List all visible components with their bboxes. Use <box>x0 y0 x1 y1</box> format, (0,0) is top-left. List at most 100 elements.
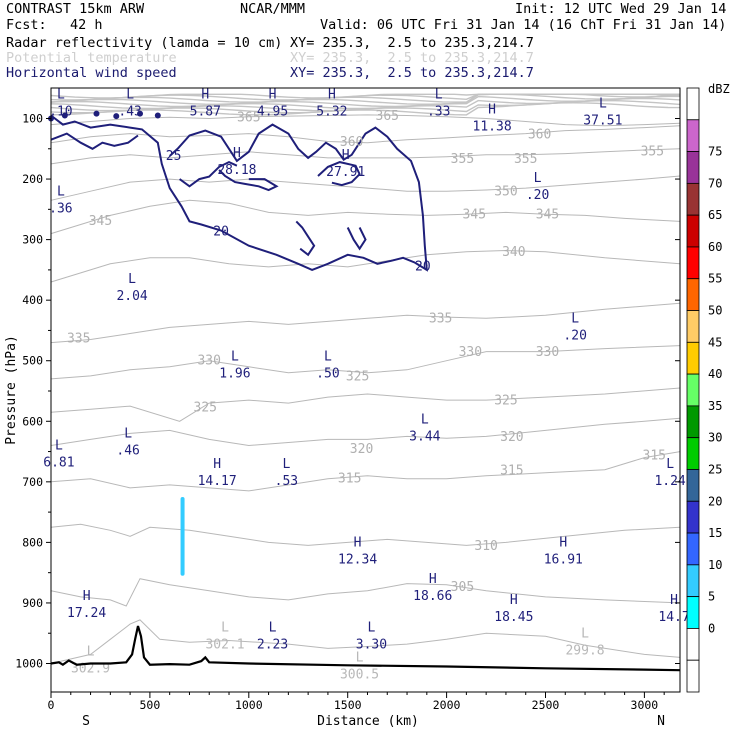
wind-contour-2 <box>179 160 238 188</box>
field-xy-reflectivity: XY= 235.3, 2.5 to 235.3,214.7 <box>290 35 534 51</box>
extremum-value: 3.44 <box>409 430 440 445</box>
extremum-letter: L <box>269 620 277 635</box>
extremum-value: 5.87 <box>190 104 221 119</box>
extremum-letter: H <box>429 572 437 587</box>
y-axis-label: Pressure (hPa) <box>4 335 19 445</box>
extremum-value: 14.7 <box>658 610 689 625</box>
extremum-value: 302.1 <box>205 637 244 652</box>
extremum-12: L 2.04 <box>116 272 147 304</box>
theta-label-18: 325 <box>194 401 217 416</box>
colorbar-cell-7 <box>686 310 700 343</box>
theta-label-0: 365 <box>237 111 260 126</box>
y-tick-label-5: 600 <box>22 414 43 428</box>
extremum-value: 28.18 <box>217 163 256 178</box>
extremum-4: H 5.32 <box>316 87 347 119</box>
forecast-label: Fcst: <box>6 17 47 33</box>
extrema-markers: L .10 L .43 H 5.87 H 4.95 H 5.32 L .33 H 11.38 L 37.51 H… <box>43 87 689 682</box>
extremum-letter: L <box>57 87 65 102</box>
field-xy-theta: XY= 235.3, 2.5 to 235.3,214.7 <box>290 50 534 66</box>
extremum-letter: L <box>581 626 589 641</box>
extremum-letter: L <box>599 96 607 111</box>
plot-frame <box>50 87 681 693</box>
theta-label-19: 325 <box>494 393 517 408</box>
extremum-value: 4.95 <box>257 104 288 119</box>
extremum-value: .46 <box>116 444 139 459</box>
colorbar-label-15: 70 <box>708 176 722 190</box>
wind-contour-dot-5 <box>154 112 161 119</box>
wind-contour-5 <box>295 220 316 257</box>
extremum-letter: L <box>128 272 136 287</box>
colorbar-cell-18 <box>686 659 700 693</box>
extremum-19: H 14.17 <box>198 457 237 489</box>
theta-label-7: 350 <box>494 185 517 200</box>
colorbar-cell-0 <box>686 87 700 121</box>
wind-label-0: 25 <box>166 149 182 164</box>
colorbar-cell-15 <box>686 564 700 598</box>
theta-line-10 <box>50 175 681 201</box>
wind-contour-1 <box>50 132 139 150</box>
extremum-value: 2.23 <box>257 637 288 652</box>
extremum-20: L .53 <box>275 457 298 489</box>
extremum-value: 17.24 <box>67 606 106 621</box>
extremum-8: H 28.18 <box>217 146 256 178</box>
theta-label-8: 345 <box>89 214 112 229</box>
extremum-value: .10 <box>49 104 72 119</box>
axes: 100 200 300 400 500 600 700 800 900 1000 0 500 1000 1… <box>4 112 680 729</box>
extremum-value: .33 <box>427 104 450 119</box>
colorbar-label-12: 55 <box>708 272 722 286</box>
extremum-value: 300.5 <box>340 668 379 683</box>
theta-line-1 <box>50 578 681 607</box>
theta-label-25: 310 <box>474 539 497 554</box>
reflectivity-shading <box>180 496 185 576</box>
extremum-letter: L <box>435 87 443 102</box>
extremum-14: L 1.96 <box>219 350 250 382</box>
y-tick-label-8: 900 <box>22 596 43 610</box>
colorbar-cell-10 <box>686 405 700 439</box>
extremum-value: 16.91 <box>544 553 583 568</box>
colorbar: dBZ 0 5 10 15 20 25 30 35 40 45 50 55 60 65 70 75 <box>686 82 730 693</box>
extremum-1: L .43 <box>118 87 141 119</box>
x-end-label-left: S <box>82 714 90 729</box>
reflectivity-cell <box>180 496 185 576</box>
extremum-letter: L <box>534 171 542 186</box>
wind-contour-dot-1 <box>61 112 68 119</box>
theta-band-line-4 <box>50 93 681 108</box>
theta-label-1: 365 <box>376 109 399 124</box>
colorbar-label-5: 20 <box>708 494 722 508</box>
theta-line-7 <box>50 302 681 344</box>
theta-line-0 <box>50 619 681 664</box>
extremum-letter: H <box>269 87 277 102</box>
colorbar-label-13: 60 <box>708 240 722 254</box>
extremum-value: .43 <box>118 104 141 119</box>
x-tick-label-1: 500 <box>140 698 161 712</box>
theta-line-6 <box>50 345 681 380</box>
extremum-value: .20 <box>563 328 586 343</box>
extremum-value: 37.51 <box>583 113 622 128</box>
theta-line-9 <box>50 199 681 235</box>
extremum-value: 14.17 <box>198 474 237 489</box>
extremum-letter: L <box>571 311 579 326</box>
theta-band-line-7 <box>50 99 681 114</box>
x-axis-label: Distance (km) <box>317 714 419 729</box>
wind-label-2: 20 <box>415 260 431 275</box>
extremum-letter: H <box>354 536 362 551</box>
colorbar-unit: dBZ <box>708 82 730 96</box>
colorbar-cell-11 <box>686 437 700 470</box>
extremum-value: 18.66 <box>413 589 452 604</box>
wind-contour-6 <box>346 227 367 251</box>
wind-contour-0 <box>50 114 428 272</box>
extremum-33: L 300.5 <box>340 651 379 683</box>
extremum-letter: L <box>57 184 65 199</box>
extremum-value: 1.24 <box>654 474 685 489</box>
extremum-letter: L <box>231 350 239 365</box>
y-tick-label-0: 100 <box>22 112 43 126</box>
theta-label-23: 315 <box>500 464 523 479</box>
colorbar-label-11: 50 <box>708 304 722 318</box>
extremum-letter: L <box>356 651 364 666</box>
theta-label-11: 340 <box>502 245 525 260</box>
y-tick-label-3: 400 <box>22 293 43 307</box>
theta-label-5: 355 <box>514 152 537 167</box>
extremum-value: 12.34 <box>338 553 377 568</box>
extremum-32: L 299.8 <box>565 626 604 658</box>
